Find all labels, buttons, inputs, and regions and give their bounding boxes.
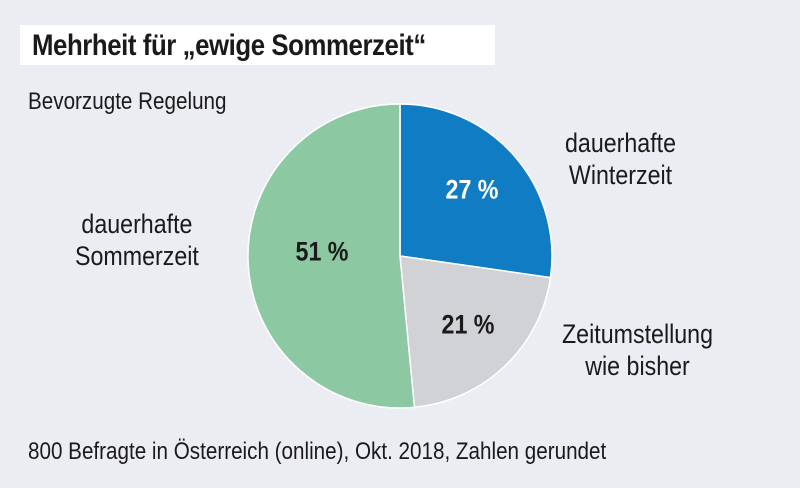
slice-value-label: 27 % bbox=[446, 175, 499, 205]
label-line: Winterzeit bbox=[568, 160, 673, 190]
slice-value-label: 51 % bbox=[296, 237, 349, 267]
label-line: Sommerzeit bbox=[75, 241, 199, 271]
slice-value-label: 21 % bbox=[442, 310, 495, 340]
pie-slice bbox=[399, 255, 552, 409]
title-box bbox=[20, 25, 495, 65]
label-zeitumstellung: Zeitumstellung wie bisher bbox=[562, 318, 713, 382]
chart-footer: 800 Befragte in Österreich (online), Okt… bbox=[28, 438, 607, 465]
label-line: dauerhafte bbox=[81, 209, 193, 239]
label-winterzeit: dauerhafte Winterzeit bbox=[565, 127, 676, 191]
chart-subtitle: Bevorzugte Regelung bbox=[28, 88, 227, 115]
label-line: dauerhafte bbox=[565, 128, 677, 158]
pie-slice bbox=[399, 103, 553, 279]
label-line: Zeitumstellung bbox=[562, 319, 714, 349]
pie-slice bbox=[247, 103, 416, 409]
chart-title: Mehrheit für „ewige Sommerzeit“ bbox=[32, 29, 426, 62]
label-sommerzeit: dauerhafte Sommerzeit bbox=[75, 208, 199, 272]
label-line: wie bisher bbox=[585, 351, 690, 381]
